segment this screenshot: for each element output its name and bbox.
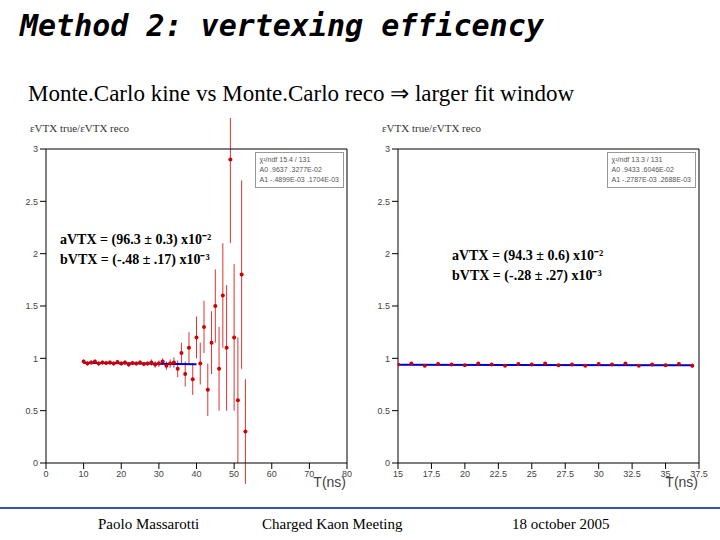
html-text:bVTX = (-.48 ± .17) x10⁻³: bVTX = (-.48 ± .17) x10⁻³ xyxy=(60,252,210,267)
svg-text:17.5: 17.5 xyxy=(423,469,441,479)
svg-text:1.5: 1.5 xyxy=(25,301,38,311)
svg-text:10: 10 xyxy=(79,469,89,479)
html-text:T(ns): T(ns) xyxy=(313,474,346,490)
svg-text:2: 2 xyxy=(385,249,390,259)
svg-text:2.5: 2.5 xyxy=(25,197,38,207)
svg-text:20: 20 xyxy=(116,469,126,479)
svg-text:0: 0 xyxy=(33,458,38,468)
svg-text:1: 1 xyxy=(33,354,38,364)
html-text:Monte.Carlo kine vs Monte.Carl: Monte.Carlo kine vs Monte.Carlo reco ⇒ l… xyxy=(28,81,575,106)
svg-text:3: 3 xyxy=(385,144,390,154)
svg-text:1.5: 1.5 xyxy=(377,301,390,311)
svg-text:3: 3 xyxy=(33,144,38,154)
html-text:Charged Kaon Meeting: Charged Kaon Meeting xyxy=(262,516,403,532)
svg-text:32.5: 32.5 xyxy=(623,469,641,479)
svg-text:70: 70 xyxy=(304,469,314,479)
svg-text:15: 15 xyxy=(393,469,403,479)
svg-text:40: 40 xyxy=(191,469,201,479)
html-text:εVTX true/εVTX reco: εVTX true/εVTX reco xyxy=(382,122,481,134)
svg-text:0.5: 0.5 xyxy=(25,406,38,416)
svg-text:20: 20 xyxy=(460,469,470,479)
svg-text:60: 60 xyxy=(267,469,277,479)
svg-text:50: 50 xyxy=(229,469,239,479)
svg-text:22.5: 22.5 xyxy=(490,469,508,479)
svg-text:80: 80 xyxy=(342,469,352,480)
html-text:Method 2: vertexing efficency: Method 2: vertexing efficency xyxy=(20,8,544,43)
html-text:A1 -.4899E-03 .1704E-03: A1 -.4899E-03 .1704E-03 xyxy=(259,176,339,183)
svg-text:0.5: 0.5 xyxy=(377,406,390,416)
html-text:Paolo Massarotti: Paolo Massarotti xyxy=(98,516,200,532)
svg-text:2: 2 xyxy=(33,249,38,259)
svg-text:30: 30 xyxy=(154,469,164,479)
html-text:χ²/ndf 13.3 / 131: χ²/ndf 13.3 / 131 xyxy=(611,156,663,163)
html-text:bVTX = (-.28 ± .27) x10⁻³: bVTX = (-.28 ± .27) x10⁻³ xyxy=(452,268,602,283)
svg-text:0: 0 xyxy=(385,458,390,468)
svg-text:0: 0 xyxy=(43,469,48,479)
html-text:T(ns): T(ns) xyxy=(665,474,698,490)
html-text:A0 .9637 .3277E-02: A0 .9637 .3277E-02 xyxy=(259,166,322,173)
html-text:εVTX true/εVTX reco: εVTX true/εVTX reco xyxy=(30,122,129,134)
svg-text:37.5: 37.5 xyxy=(690,469,708,480)
svg-text:30: 30 xyxy=(594,469,604,479)
html-text:A1 -.2787E-03 .2688E-03: A1 -.2787E-03 .2688E-03 xyxy=(611,176,691,183)
html-text:aVTX = (96.3 ± 0.3) x10⁻²: aVTX = (96.3 ± 0.3) x10⁻² xyxy=(60,232,212,247)
html-text:aVTX = (94.3 ± 0.6) x10⁻²: aVTX = (94.3 ± 0.6) x10⁻² xyxy=(452,248,604,263)
html-text:χ²/ndf 15.4 / 131: χ²/ndf 15.4 / 131 xyxy=(259,156,311,163)
svg-text:1: 1 xyxy=(385,354,390,364)
svg-text:27.5: 27.5 xyxy=(556,469,574,479)
html-text:A0 .9433 .6046E-02: A0 .9433 .6046E-02 xyxy=(611,166,674,173)
svg-text:25: 25 xyxy=(527,469,537,479)
html-text:18 october 2005: 18 october 2005 xyxy=(512,516,610,532)
svg-text:2.5: 2.5 xyxy=(377,197,390,207)
